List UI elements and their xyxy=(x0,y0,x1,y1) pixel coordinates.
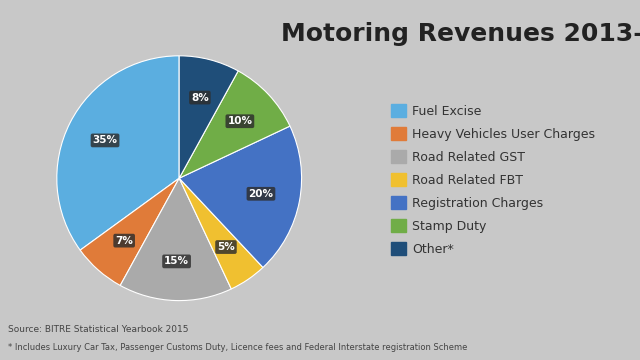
Text: 10%: 10% xyxy=(227,116,252,126)
Text: 20%: 20% xyxy=(248,189,273,199)
Text: * Includes Luxury Car Tax, Passenger Customs Duty, Licence fees and Federal Inte: * Includes Luxury Car Tax, Passenger Cus… xyxy=(8,343,467,352)
Wedge shape xyxy=(57,56,179,250)
Wedge shape xyxy=(120,178,231,301)
Wedge shape xyxy=(179,126,301,267)
Wedge shape xyxy=(179,71,290,178)
Text: 5%: 5% xyxy=(217,242,235,252)
Text: 8%: 8% xyxy=(191,93,209,103)
Text: Motoring Revenues 2013-14: Motoring Revenues 2013-14 xyxy=(281,22,640,46)
Legend: Fuel Excise, Heavy Vehicles User Charges, Road Related GST, Road Related FBT, Re: Fuel Excise, Heavy Vehicles User Charges… xyxy=(383,97,602,263)
Wedge shape xyxy=(80,178,179,285)
Text: 7%: 7% xyxy=(115,236,133,246)
Wedge shape xyxy=(179,178,263,289)
Wedge shape xyxy=(179,56,238,178)
Text: Source: BITRE Statistical Yearbook 2015: Source: BITRE Statistical Yearbook 2015 xyxy=(8,325,188,334)
Text: 35%: 35% xyxy=(93,135,118,145)
Text: 15%: 15% xyxy=(164,256,189,266)
